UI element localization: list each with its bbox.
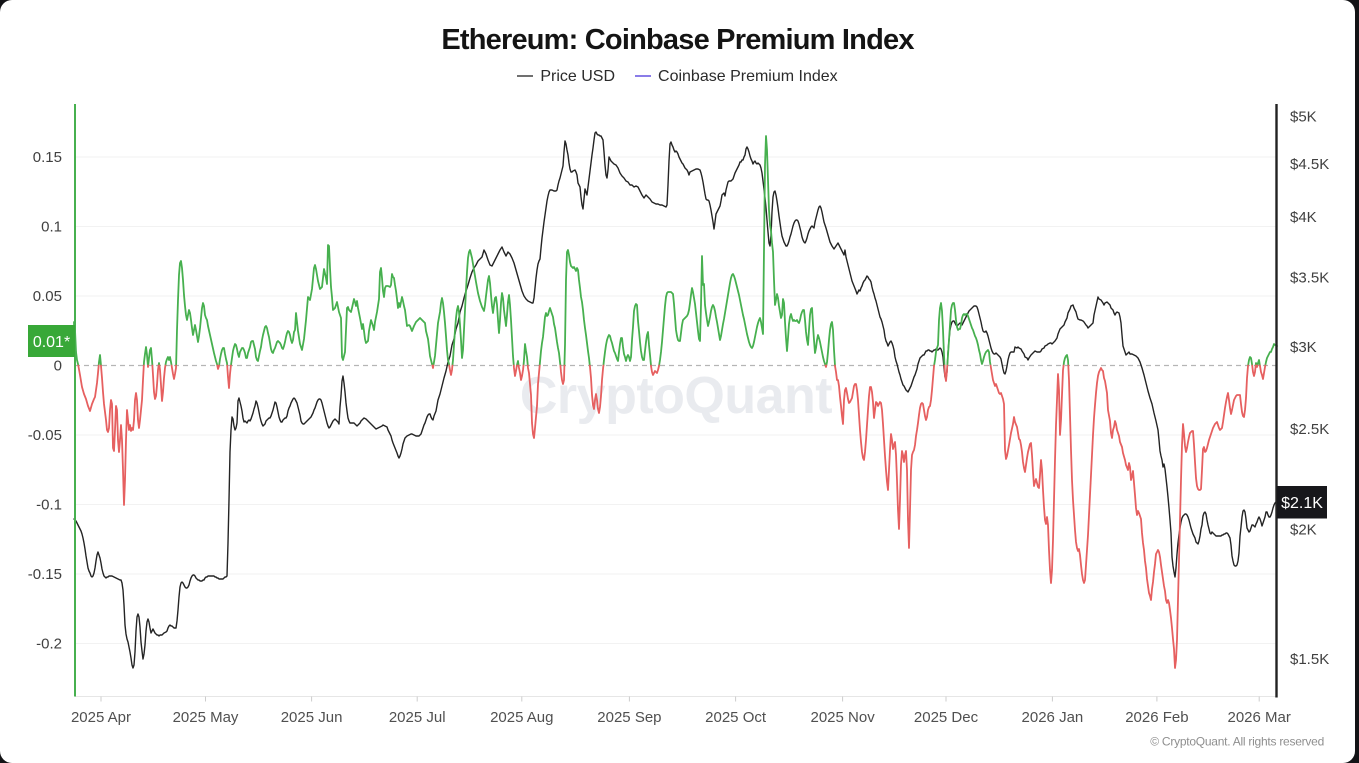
svg-text:© CryptoQuant. All rights rese: © CryptoQuant. All rights reserved <box>1150 735 1324 749</box>
svg-text:0.1: 0.1 <box>41 219 62 236</box>
svg-text:0.01*: 0.01* <box>33 334 70 351</box>
svg-text:0.15: 0.15 <box>33 149 62 166</box>
svg-text:-0.1: -0.1 <box>36 497 62 514</box>
svg-text:2025 Jun: 2025 Jun <box>281 709 343 726</box>
svg-text:2026 Jan: 2026 Jan <box>1022 709 1084 726</box>
svg-text:2025 Sep: 2025 Sep <box>597 709 661 726</box>
svg-text:$4.5K: $4.5K <box>1290 156 1329 173</box>
svg-text:2026 Mar: 2026 Mar <box>1228 709 1291 726</box>
svg-text:-0.15: -0.15 <box>28 566 62 583</box>
svg-text:2025 Jul: 2025 Jul <box>389 709 446 726</box>
svg-text:2026 Feb: 2026 Feb <box>1125 709 1188 726</box>
svg-text:-0.05: -0.05 <box>28 427 62 444</box>
svg-text:$2.1K: $2.1K <box>1281 495 1323 512</box>
svg-text:$3K: $3K <box>1290 339 1317 356</box>
svg-text:$3.5K: $3.5K <box>1290 269 1329 286</box>
svg-text:$2K: $2K <box>1290 522 1317 539</box>
svg-text:2025 Apr: 2025 Apr <box>71 709 131 726</box>
svg-text:2025 Dec: 2025 Dec <box>914 709 979 726</box>
svg-text:0.05: 0.05 <box>33 288 62 305</box>
svg-text:2025 Oct: 2025 Oct <box>705 709 767 726</box>
svg-text:$1.5K: $1.5K <box>1290 651 1329 668</box>
svg-text:-0.2: -0.2 <box>36 636 62 653</box>
svg-text:2025 Nov: 2025 Nov <box>810 709 875 726</box>
svg-text:2025 May: 2025 May <box>173 709 239 726</box>
svg-text:$2.5K: $2.5K <box>1290 421 1329 438</box>
svg-text:2025 Aug: 2025 Aug <box>490 709 553 726</box>
svg-text:$4K: $4K <box>1290 209 1317 226</box>
svg-text:$5K: $5K <box>1290 109 1317 126</box>
svg-text:0: 0 <box>54 358 62 375</box>
svg-text:CryptoQuant: CryptoQuant <box>520 367 832 425</box>
